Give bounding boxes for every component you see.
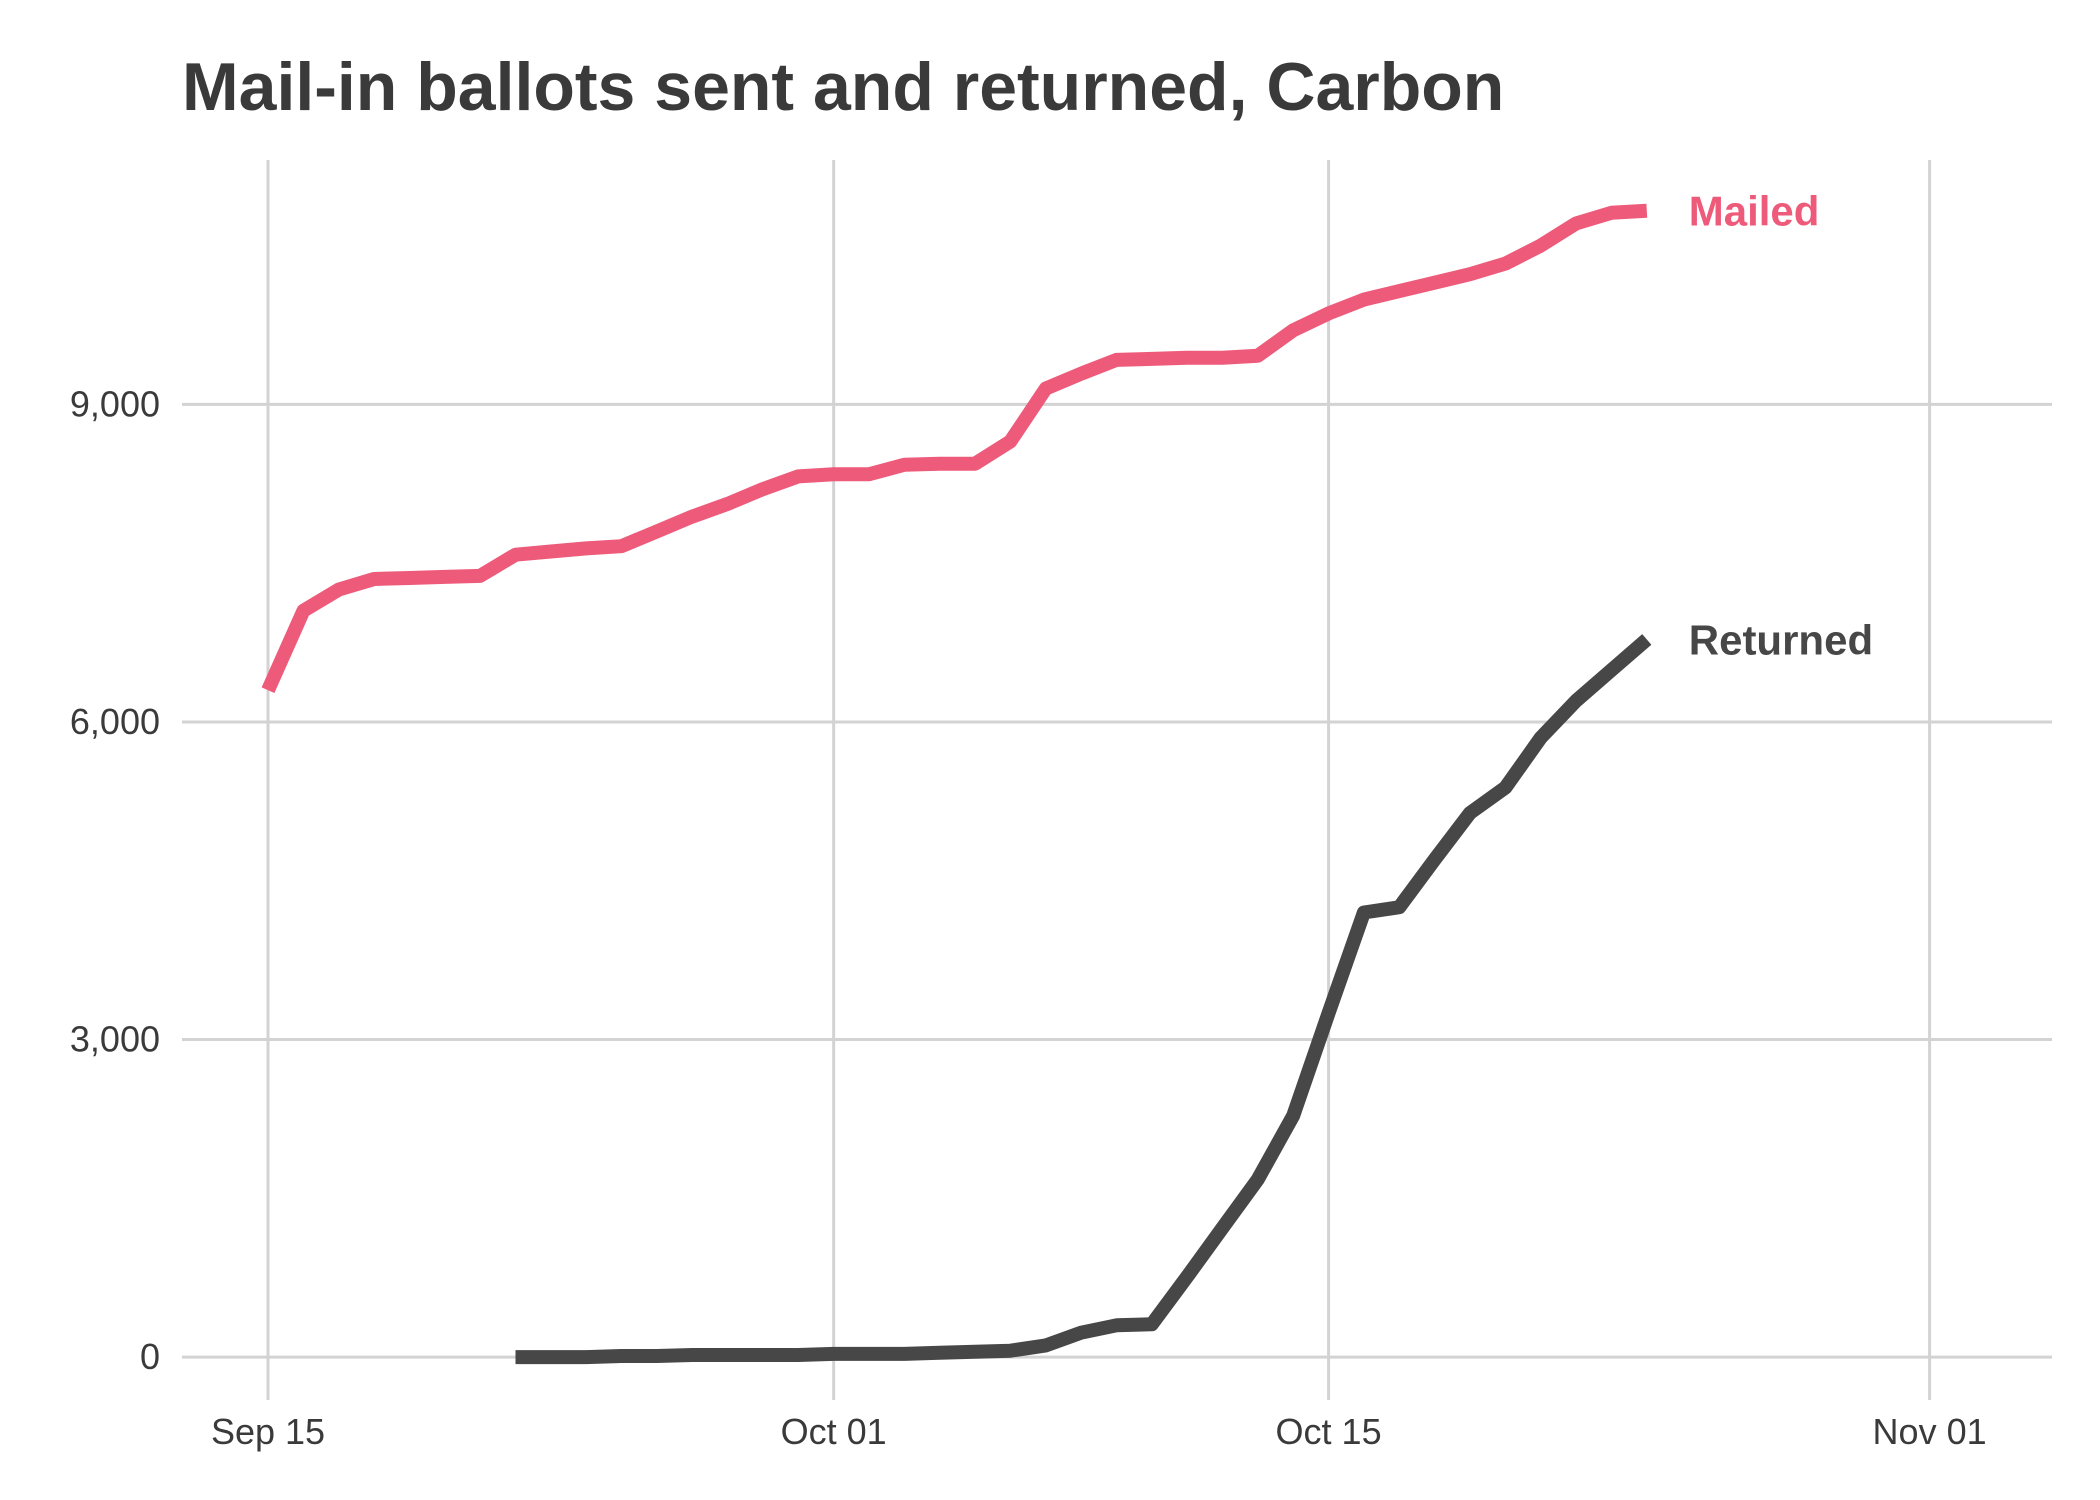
series-label-returned: Returned [1689, 616, 1873, 663]
x-tick-label: Oct 01 [781, 1411, 887, 1452]
x-axis-tick-labels: Sep 15 Oct 01 Oct 15 Nov 01 [211, 1411, 1987, 1452]
x-tick-label: Sep 15 [211, 1411, 325, 1452]
gridlines [182, 160, 2052, 1400]
series-line-mailed [261, 203, 1648, 694]
y-axis-tick-labels: 0 3,000 6,000 9,000 [70, 383, 160, 1377]
series-label-mailed: Mailed [1689, 188, 1820, 235]
x-tick-label: Nov 01 [1873, 1411, 1987, 1452]
y-tick-label: 3,000 [70, 1019, 160, 1060]
chart-title: Mail-in ballots sent and returned, Carbo… [182, 49, 1505, 125]
series-labels: Mailed Returned [1689, 188, 1873, 664]
x-tick-label: Oct 15 [1276, 1411, 1382, 1452]
y-tick-label: 6,000 [70, 701, 160, 742]
y-tick-label: 9,000 [70, 383, 160, 424]
y-tick-label: 0 [140, 1336, 160, 1377]
series-line-returned [515, 634, 1652, 1365]
series-lines [261, 203, 1652, 1365]
